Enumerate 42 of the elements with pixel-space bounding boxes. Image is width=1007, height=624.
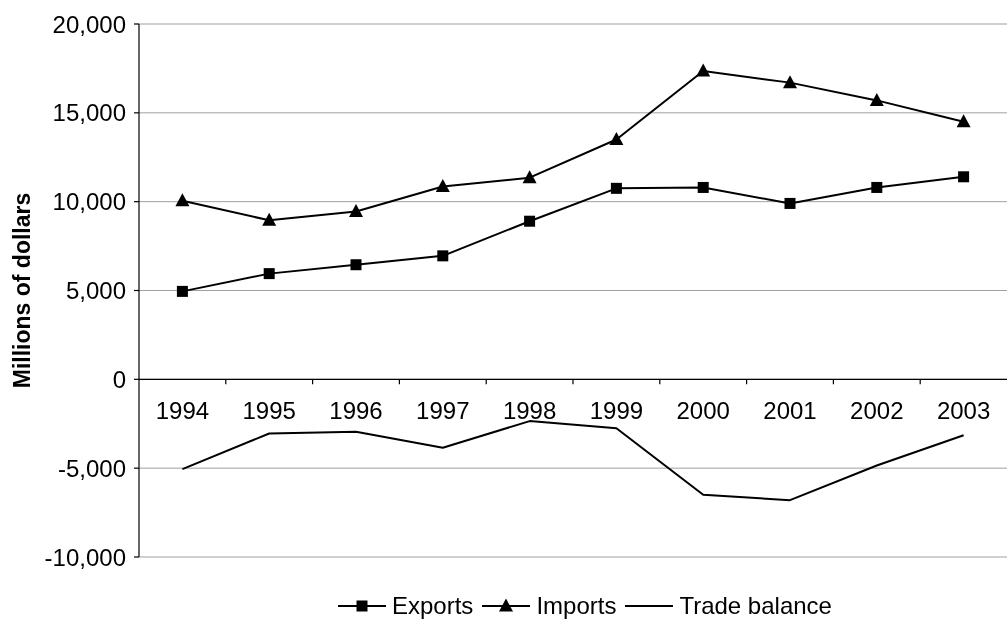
y-tick-label: -10,000	[44, 543, 126, 571]
point	[784, 197, 796, 209]
legend-label: Imports	[536, 592, 617, 619]
y-tick-label: 10,000	[52, 188, 126, 216]
point	[524, 215, 536, 227]
x-tick-label: 2000	[676, 397, 730, 425]
point	[263, 268, 275, 280]
legend-label: Trade balance	[679, 592, 832, 619]
y-tick-label: 15,000	[52, 99, 126, 127]
x-tick-label: 2001	[763, 397, 817, 425]
y-tick-label: 20,000	[52, 10, 126, 38]
point	[349, 203, 363, 217]
x-tick-label: 1994	[155, 397, 210, 425]
y-tick-label: 5,000	[65, 277, 126, 305]
x-tick-label: 1995	[242, 397, 296, 425]
point	[697, 181, 709, 193]
y-tick-label: 0	[112, 365, 126, 393]
x-tick-label: 2003	[936, 397, 991, 425]
point	[609, 131, 624, 145]
point	[610, 182, 622, 194]
x-tick-label: 1998	[502, 397, 557, 425]
point	[262, 212, 277, 226]
x-tick-label: 1996	[329, 397, 383, 425]
x-tick-label: 1999	[589, 397, 644, 425]
point	[871, 181, 883, 193]
line-series	[181, 420, 965, 502]
point	[522, 170, 537, 184]
point	[783, 75, 797, 89]
x-tick-label: 2002	[850, 397, 904, 425]
point	[435, 179, 450, 193]
point	[956, 114, 971, 128]
point	[958, 171, 970, 183]
y-tick-label: -5,000	[57, 454, 126, 482]
y-axis-title: Millions of dollars	[9, 192, 35, 389]
point	[176, 285, 188, 297]
point	[696, 63, 711, 77]
point	[175, 193, 190, 207]
point	[350, 259, 362, 271]
point	[869, 92, 884, 106]
point	[437, 250, 449, 262]
legend-label: Exports	[392, 592, 474, 619]
x-tick-label: 1997	[416, 397, 470, 425]
